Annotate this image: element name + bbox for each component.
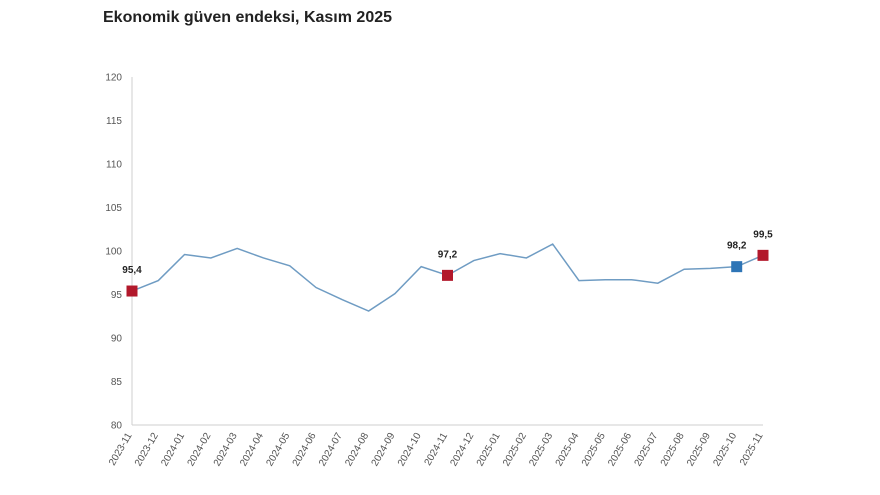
data-label: 99,5 xyxy=(753,229,773,240)
x-tick-label: 2025-06 xyxy=(606,431,634,469)
x-tick-label: 2025-08 xyxy=(659,431,687,469)
y-tick-label: 105 xyxy=(105,203,122,214)
data-label: 98,2 xyxy=(727,241,747,252)
point-marker xyxy=(757,249,769,261)
data-labels: 95,4 97,2 98,2 99,5 xyxy=(122,229,773,276)
point-marker xyxy=(731,261,743,273)
x-tick-label: 2024-08 xyxy=(343,431,371,469)
data-label: 97,2 xyxy=(438,249,458,260)
x-tick-label: 2023-11 xyxy=(107,431,135,468)
x-tick-label: 2025-07 xyxy=(633,431,661,469)
chart-title: Ekonomik güven endeksi, Kasım 2025 xyxy=(103,9,393,26)
y-tick-label: 90 xyxy=(111,334,123,345)
x-tick-label: 2025-11 xyxy=(738,431,766,468)
y-tick-label: 110 xyxy=(106,160,122,171)
x-tick-label: 2024-07 xyxy=(317,431,345,469)
x-tick-label: 2024-11 xyxy=(423,431,451,468)
y-tick-label: 80 xyxy=(111,421,123,432)
y-tick-label: 95 xyxy=(111,290,123,301)
y-tick-label: 115 xyxy=(106,116,122,127)
x-tick-label: 2024-06 xyxy=(291,431,319,469)
x-tick-label: 2025-10 xyxy=(711,431,739,469)
x-tick-label: 2024-10 xyxy=(396,431,424,469)
x-tick-label: 2024-04 xyxy=(238,431,266,469)
x-tick-label: 2024-01 xyxy=(159,431,187,469)
x-tick-label: 2025-04 xyxy=(554,431,582,469)
y-tick-labels: 80 85 90 95 100 105 110 115 120 xyxy=(105,73,122,432)
x-tick-label: 2024-05 xyxy=(264,431,292,469)
y-tick-label: 100 xyxy=(105,247,122,258)
x-tick-label: 2025-09 xyxy=(685,431,713,469)
y-tick-label: 120 xyxy=(105,73,122,84)
x-tick-label: 2024-09 xyxy=(370,431,398,469)
point-marker xyxy=(442,269,453,281)
x-tick-labels: 2023-112023-122024-012024-022024-032024-… xyxy=(107,431,766,469)
x-tick-label: 2023-12 xyxy=(133,431,161,469)
y-tick-label: 85 xyxy=(111,377,123,388)
point-markers xyxy=(126,249,769,297)
x-tick-label: 2025-03 xyxy=(527,431,555,469)
x-tick-label: 2025-05 xyxy=(580,431,608,469)
x-tick-label: 2024-03 xyxy=(212,431,240,469)
x-tick-label: 2024-12 xyxy=(449,431,477,469)
point-marker xyxy=(126,285,138,297)
x-tick-label: 2024-02 xyxy=(186,431,214,469)
x-tick-label: 2025-02 xyxy=(501,431,529,469)
data-label: 95,4 xyxy=(122,265,142,276)
x-tick-label: 2025-01 xyxy=(475,431,503,469)
